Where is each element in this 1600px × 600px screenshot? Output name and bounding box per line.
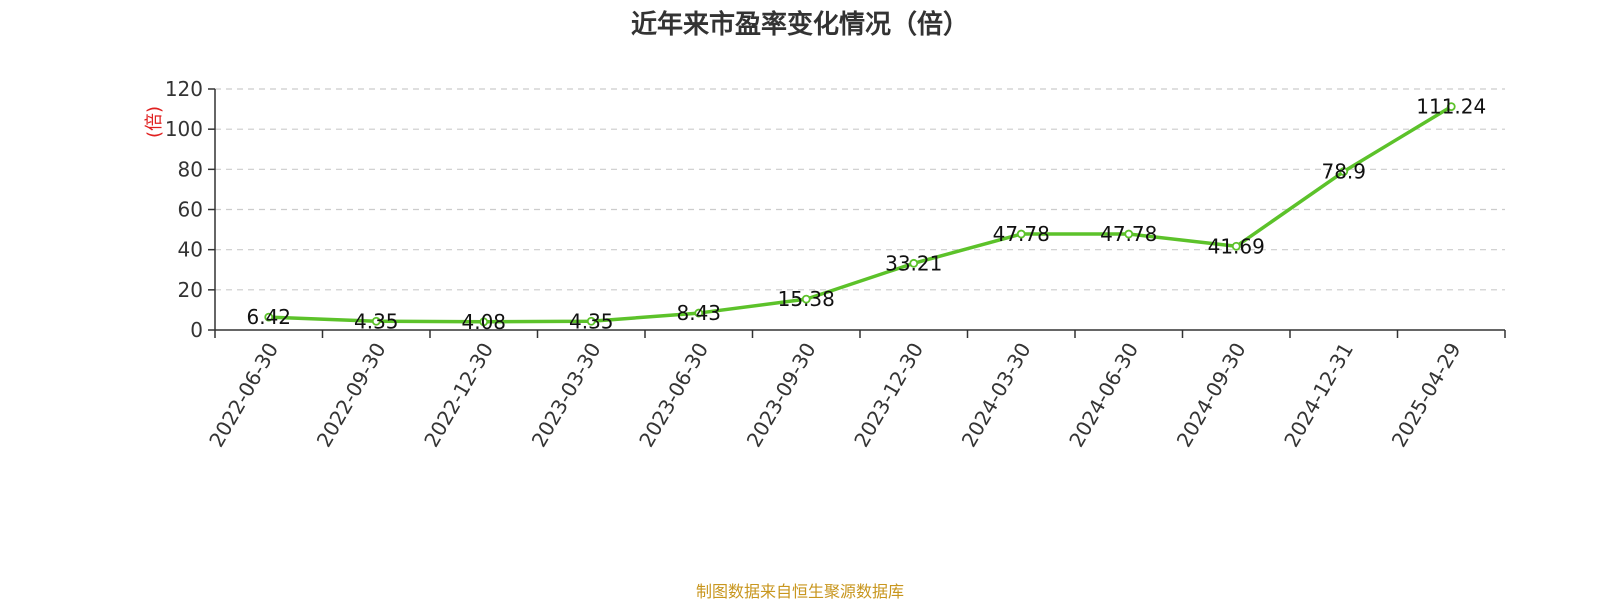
data-point bbox=[1446, 102, 1456, 111]
data-point bbox=[1339, 167, 1349, 176]
data-label: 4.08 bbox=[461, 310, 506, 334]
chart-title: 近年来市盈率变化情况（倍） bbox=[630, 10, 969, 40]
data-point bbox=[1231, 241, 1241, 251]
x-tick-label: 2022-09-30 bbox=[312, 339, 391, 452]
source-note: 制图数据来自恒生聚源数据库 bbox=[695, 582, 904, 600]
grid-lines bbox=[215, 88, 1505, 291]
x-tick-label: 2023-03-30 bbox=[527, 339, 606, 452]
x-tick-label: 2023-12-30 bbox=[849, 339, 928, 452]
x-tick-label: 2023-06-30 bbox=[634, 339, 713, 452]
data-point bbox=[586, 316, 596, 326]
data-label: 4.35 bbox=[569, 309, 614, 333]
data-point bbox=[371, 316, 381, 326]
data-point bbox=[1016, 229, 1026, 239]
data-label: 15.38 bbox=[778, 287, 835, 311]
data-labels: 6.42 4.35 4.08 4.35 8.43 15.38 33.21 47.78 47.78… bbox=[246, 95, 1486, 334]
data-label: 8.43 bbox=[676, 301, 721, 325]
y-tick-label: 60 bbox=[178, 198, 203, 222]
x-tick-label: 2024-03-30 bbox=[957, 339, 1036, 452]
y-tick-label: 20 bbox=[178, 278, 203, 302]
x-tick-label: 2022-06-30 bbox=[204, 339, 283, 452]
data-point bbox=[694, 308, 704, 318]
data-points bbox=[264, 102, 1456, 327]
data-point bbox=[479, 317, 489, 327]
x-tick-label: 2022-12-30 bbox=[419, 339, 498, 452]
x-tick-label: 2024-12-31 bbox=[1279, 339, 1358, 452]
axes: 0 20 40 60 80 100 120(倍) 2022-06-30 2022-09-30 20… bbox=[144, 77, 1506, 452]
data-label: 6.42 bbox=[246, 305, 291, 329]
y-tick-label: 0 bbox=[190, 318, 203, 342]
y-tick-label: 80 bbox=[178, 157, 203, 181]
x-tick-label: 2023-09-30 bbox=[742, 339, 821, 452]
data-point bbox=[909, 258, 919, 268]
data-label: 78.9 bbox=[1321, 160, 1366, 184]
y-tick-label: 100 bbox=[165, 117, 203, 141]
data-label: 111.24 bbox=[1416, 95, 1486, 119]
data-point bbox=[1124, 229, 1134, 239]
data-label: 4.35 bbox=[354, 309, 399, 333]
series-line bbox=[268, 105, 1453, 324]
data-point bbox=[801, 294, 811, 304]
x-tick-label: 2024-06-30 bbox=[1064, 339, 1143, 452]
x-tick-label: 2025-04-29 bbox=[1387, 339, 1466, 452]
y-tick-label: 120 bbox=[165, 77, 203, 101]
data-label: 33.21 bbox=[885, 251, 942, 275]
data-label: 47.78 bbox=[993, 222, 1050, 246]
series-line-path bbox=[268, 105, 1453, 324]
x-tick-label: 2024-09-30 bbox=[1172, 339, 1251, 452]
y-axis-unit-label: (倍) bbox=[144, 106, 165, 138]
data-point bbox=[264, 312, 274, 322]
data-label: 41.69 bbox=[1208, 234, 1265, 258]
y-tick-label: 40 bbox=[178, 238, 203, 262]
data-label: 47.78 bbox=[1100, 222, 1157, 246]
